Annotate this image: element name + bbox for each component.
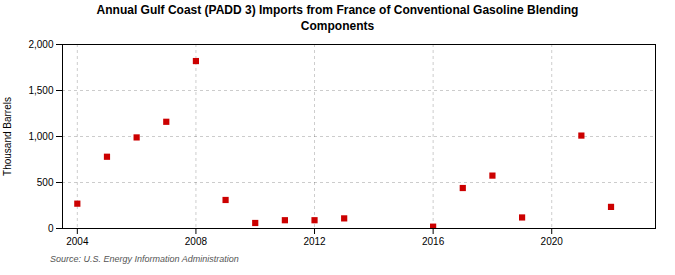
html-text:Annual Gulf Coast (PADD 3) Imp: Annual Gulf Coast (PADD 3) Imports from … [96, 3, 579, 33]
svg-text:2008: 2008 [185, 236, 208, 247]
svg-text:1,000: 1,000 [28, 131, 53, 142]
svg-text:2020: 2020 [541, 236, 564, 247]
html-text:Source: U.S. Energy Informatio: Source: U.S. Energy Information Administ… [50, 254, 239, 265]
svg-text:Thousand Barrels: Thousand Barrels [2, 97, 13, 176]
svg-text:0: 0 [48, 223, 54, 234]
svg-text:2016: 2016 [422, 236, 445, 247]
svg-text:500: 500 [37, 177, 54, 188]
svg-text:2012: 2012 [303, 236, 326, 247]
svg-text:2004: 2004 [66, 236, 89, 247]
svg-text:1,500: 1,500 [28, 85, 53, 96]
svg-text:2,000: 2,000 [28, 39, 53, 50]
